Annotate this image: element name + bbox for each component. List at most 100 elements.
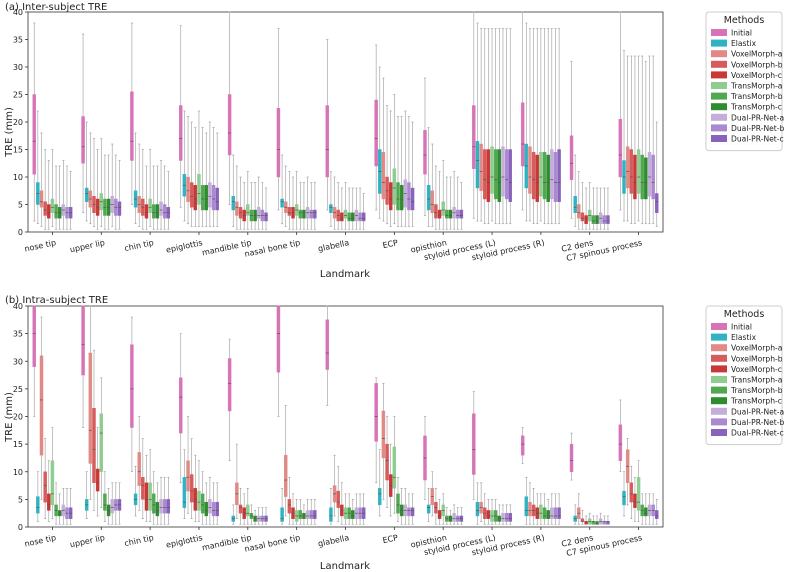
legend-swatch [711,92,727,100]
legend-swatch [711,365,727,373]
box-voxelmorph-b [629,149,634,194]
box-dual-pr-net-c [508,149,512,202]
box-elastix [329,507,333,522]
box-initial [569,443,574,472]
box-transmorph-a [99,413,103,472]
y-tick-label: 40 [13,302,23,311]
box-dual-pr-net-c [410,187,415,211]
legend-swatch [711,376,727,383]
box-initial [618,424,623,461]
legend-label: VoxelMorph-b [731,60,783,69]
box-elastix [231,196,235,211]
box-transmorph-a [490,146,494,194]
box-dual-pr-net-a [110,499,114,514]
box-voxelmorph-a [625,146,630,189]
box-transmorph-b [640,154,644,200]
box-elastix [84,187,89,202]
box-dual-pr-net-b [211,501,216,517]
box-voxelmorph-c [95,468,100,492]
box-voxelmorph-c [340,212,344,222]
box-dual-pr-net-c [606,521,610,525]
box-initial [520,102,525,167]
box-dual-pr-net-b [504,512,509,522]
box-transmorph-c [546,154,550,202]
box-transmorph-b [347,212,351,222]
box-transmorph-b [152,204,156,219]
box-elastix [475,141,480,189]
box-voxelmorph-b [189,182,194,208]
box-transmorph-c [204,185,208,211]
box-dual-pr-net-b [553,507,558,519]
y-axis-label: TRE (mm) [4,392,15,443]
box-voxelmorph-c [535,154,539,202]
box-transmorph-a [636,477,641,511]
box-voxelmorph-c [388,182,393,211]
legend-label: VoxelMorph-b [731,354,783,363]
box-dual-pr-net-a [208,182,212,208]
box-dual-pr-net-c [410,507,415,517]
box-transmorph-a [246,504,250,517]
box-transmorph-c [351,510,355,519]
legend-label: TransMorph-c [730,103,782,112]
box-transmorph-c [497,149,502,202]
box-transmorph-b [152,493,156,514]
box-voxelmorph-b [238,504,243,514]
box-dual-pr-net-b [162,499,167,514]
y-tick-label: 30 [13,63,23,72]
box-dual-pr-net-c [655,510,659,519]
y-tick-label: 10 [13,173,23,182]
box-dual-pr-net-b [407,507,411,517]
box-voxelmorph-a [528,501,532,517]
box-transmorph-c [155,501,160,517]
box-transmorph-c [595,521,599,525]
box-elastix [329,204,333,213]
panel-title: (b) Intra-subject TRE [5,295,108,306]
x-tick-label: upper lip [69,238,106,254]
legend-swatch [711,333,727,341]
box-transmorph-b [396,182,400,211]
legend-label: TransMorph-b [730,92,783,101]
box-dual-pr-net-b [358,212,362,222]
panel-intra-subject: (b) Intra-subject TRE TRE (mm) Landmark … [4,295,785,572]
box-transmorph-b [103,493,107,511]
box-voxelmorph-c [47,493,51,511]
box-initial [32,94,36,175]
legend-label: Dual-PR-Net-b [731,418,785,427]
box-voxelmorph-c [437,209,442,219]
box-transmorph-c [546,510,550,519]
box-transmorph-b [54,204,58,219]
box-voxelmorph-b [629,482,634,503]
legend-label: Dual-PR-Net-b [731,124,785,133]
y-tick-label: 15 [13,146,23,155]
legend-label: VoxelMorph-a [731,50,782,59]
box-transmorph-a [148,198,152,213]
box-voxelmorph-a [186,176,190,202]
box-voxelmorph-b [287,499,292,514]
box-voxelmorph-c [584,215,588,224]
box-elastix [426,185,431,211]
x-tick-label: nose tip [24,238,57,253]
box-dual-pr-net-c [313,209,317,219]
box-voxelmorph-c [193,185,198,211]
box-initial [472,105,476,169]
box-initial [569,135,574,180]
box-voxelmorph-b [385,443,389,481]
box-voxelmorph-a [381,410,386,459]
box-dual-pr-net-c [361,212,366,222]
box-voxelmorph-c [633,493,637,508]
box-dual-pr-net-a [647,152,652,197]
box-initial [179,105,183,161]
box-initial [276,305,281,373]
box-transmorph-b [493,149,498,200]
legend-label: Dual-PR-Net-c [731,429,784,438]
box-voxelmorph-a [88,352,93,464]
box-voxelmorph-b [531,152,536,200]
box-voxelmorph-b [189,474,194,503]
box-transmorph-b [396,493,400,514]
x-tick-label: nasal bone tip [244,533,301,554]
y-tick-label: 35 [13,36,23,45]
legend-label: Dual-PR-Net-a [731,407,784,416]
box-dual-pr-net-c [508,512,512,522]
box-dual-pr-net-a [550,507,554,519]
x-axis-label: Landmark [320,269,370,280]
